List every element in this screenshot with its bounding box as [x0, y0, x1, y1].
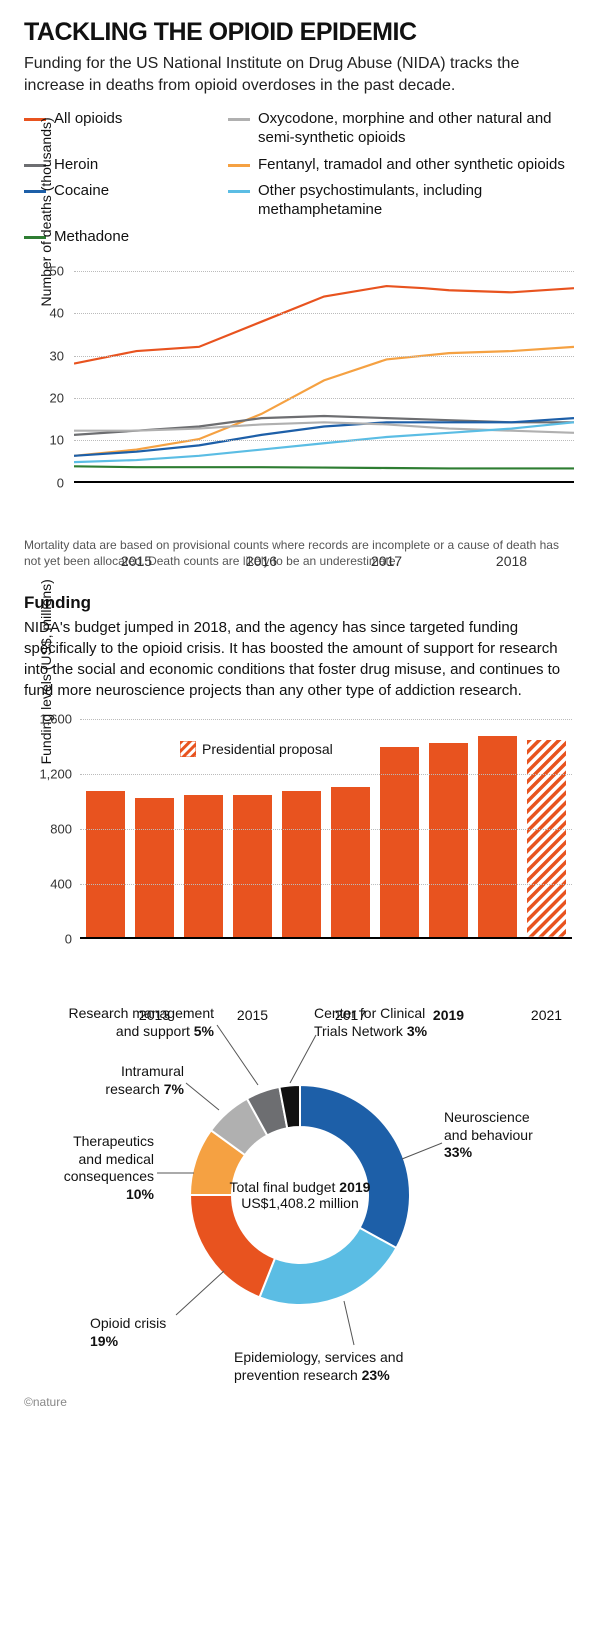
ytick: 20 — [50, 391, 64, 406]
credit: ©nature — [24, 1395, 576, 1409]
legend-swatch-icon — [228, 164, 250, 167]
pie-label: Therapeuticsand medicalconsequences10% — [24, 1133, 154, 1203]
ytick: 400 — [50, 877, 72, 892]
ytick: 1,200 — [39, 767, 72, 782]
legend-label: Heroin — [54, 156, 98, 175]
legend-item: Fentanyl, tramadol and other synthetic o… — [228, 156, 576, 175]
funding-title: Funding — [24, 593, 576, 613]
legend-label: All opioids — [54, 110, 122, 129]
legend-item — [228, 228, 576, 247]
legend-label: Fentanyl, tramadol and other synthetic o… — [258, 156, 565, 175]
ytick: 0 — [57, 475, 64, 490]
xtick: 2018 — [496, 553, 527, 569]
page-title: TACKLING THE OPIOID EPIDEMIC — [24, 18, 576, 47]
subtitle: Funding for the US National Institute on… — [24, 53, 576, 96]
xtick: 2017 — [371, 553, 402, 569]
xtick: 2016 — [246, 553, 277, 569]
funding-bar-chart: Funding levels (US$, millions) 04008001,… — [80, 719, 576, 979]
ytick: 1,600 — [39, 712, 72, 727]
legend-label: Cocaine — [54, 182, 109, 201]
pie-label: Research managementand support 5% — [24, 1005, 214, 1040]
funding-body: NIDA's budget jumped in 2018, and the ag… — [24, 617, 576, 701]
pie-label: Intramuralresearch 7% — [64, 1063, 184, 1098]
ytick: 50 — [50, 264, 64, 279]
legend-swatch-icon — [228, 190, 250, 193]
budget-donut-chart: Total final budget 2019 US$1,408.2 milli… — [24, 1005, 576, 1385]
pie-label: Center for ClinicalTrials Network 3% — [314, 1005, 514, 1040]
ytick: 10 — [50, 433, 64, 448]
legend-swatch-icon — [228, 118, 250, 121]
ytick: 800 — [50, 822, 72, 837]
chart1-footnote: Mortality data are based on provisional … — [24, 537, 576, 569]
legend-item: Other psychostimulants, including metham… — [228, 182, 576, 220]
ytick: 30 — [50, 348, 64, 363]
pie-label: Epidemiology, services andprevention res… — [234, 1349, 494, 1384]
legend-label: Other psychostimulants, including metham… — [258, 182, 576, 220]
ytick: 40 — [50, 306, 64, 321]
legend-item: Oxycodone, morphine and other natural an… — [228, 110, 576, 148]
ytick: 0 — [65, 932, 72, 947]
xtick: 2015 — [121, 553, 152, 569]
pie-label: Opioid crisis19% — [90, 1315, 210, 1350]
legend-label: Oxycodone, morphine and other natural an… — [258, 110, 576, 148]
chart1-legend: All opioids Oxycodone, morphine and other… — [24, 110, 576, 247]
legend-label: Methadone — [54, 228, 129, 247]
pie-label: Neuroscienceand behaviour33% — [444, 1109, 594, 1162]
deaths-line-chart: Number of deaths (thousands) 01020304050… — [74, 263, 576, 523]
